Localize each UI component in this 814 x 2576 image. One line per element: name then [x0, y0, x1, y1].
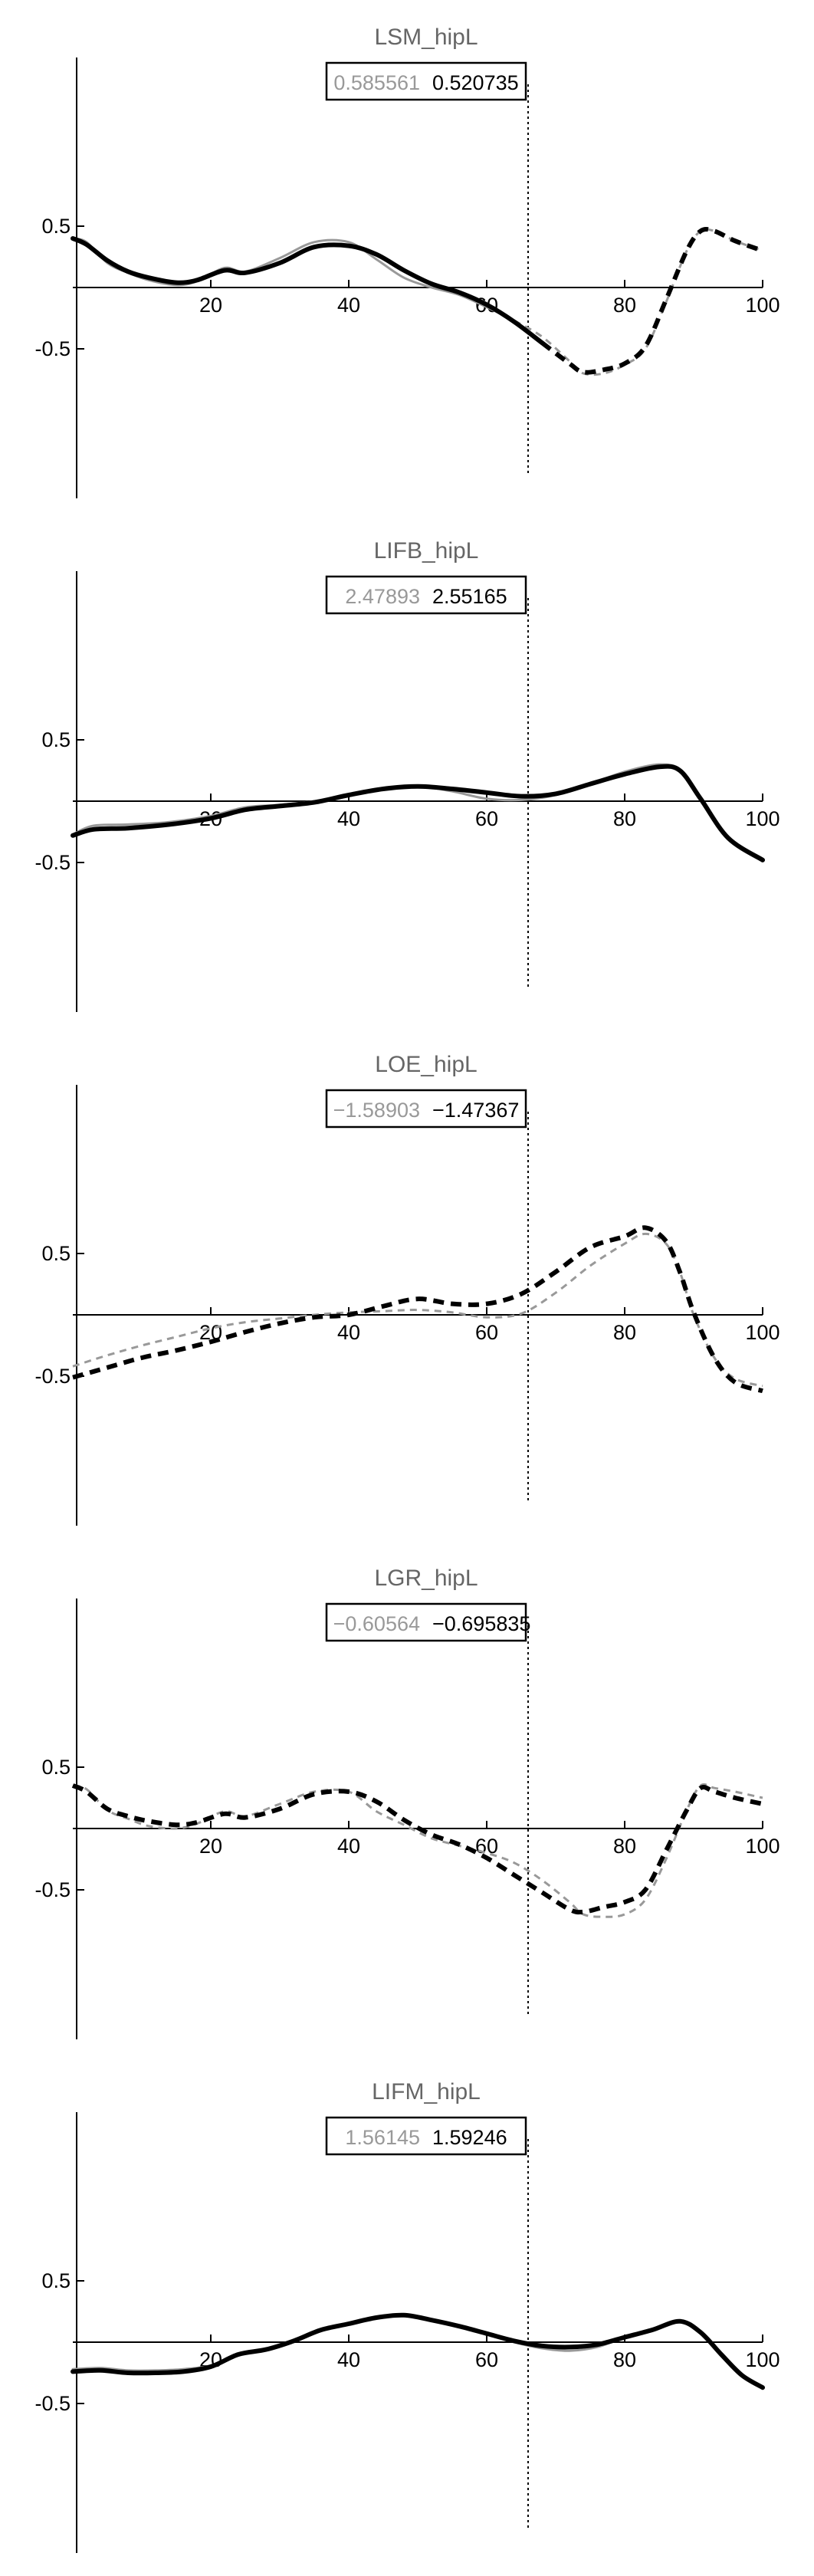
x-tick-label: 100	[745, 807, 780, 830]
series-2-dashed	[72, 1225, 763, 1394]
series-2-dashed	[540, 226, 763, 375]
x-tick-label: 40	[337, 807, 360, 830]
y-tick-label: 0.5	[41, 1756, 71, 1779]
y-tick-label: -0.5	[34, 1365, 71, 1388]
panel-title: LGR_hipL	[374, 1566, 478, 1591]
x-tick-label: 100	[745, 1321, 780, 1344]
value-box	[325, 61, 527, 101]
y-tick-label: 0.5	[41, 2269, 71, 2292]
series-1-dashed	[72, 1783, 763, 1918]
panel-title: LIFM_hipL	[372, 2079, 481, 2104]
x-tick-label: 20	[199, 294, 222, 317]
x-tick-label: 60	[475, 807, 498, 830]
value-reference: 1.56145	[345, 2126, 420, 2149]
value-main: −0.695835	[432, 1612, 530, 1635]
y-tick-label: -0.5	[34, 851, 71, 874]
y-tick-label: 0.5	[41, 215, 71, 238]
x-tick-label: 60	[475, 1835, 498, 1858]
x-tick-label: 80	[613, 1321, 636, 1344]
series-2-solid	[71, 236, 544, 345]
value-main: 2.55165	[432, 585, 507, 608]
value-reference: 0.585561	[333, 71, 420, 94]
x-tick-label: 40	[337, 1835, 360, 1858]
x-tick-label: 100	[745, 2348, 780, 2371]
y-tick-label: -0.5	[34, 2392, 71, 2415]
x-tick-label: 100	[745, 294, 780, 317]
x-tick-label: 60	[475, 2348, 498, 2371]
x-tick-label: 60	[475, 1321, 498, 1344]
value-reference: −0.60564	[333, 1612, 420, 1635]
y-tick-label: 0.5	[41, 728, 71, 751]
panel-title: LOE_hipL	[375, 1052, 477, 1077]
x-tick-label: 40	[337, 1321, 360, 1344]
x-tick-label: 80	[613, 294, 636, 317]
series-1-solid	[71, 237, 516, 322]
y-tick-label: 0.5	[41, 1242, 71, 1265]
x-tick-label: 100	[745, 1835, 780, 1858]
x-tick-label: 80	[613, 807, 636, 830]
x-tick-label: 20	[199, 1835, 222, 1858]
value-box	[325, 2116, 527, 2156]
panel-4: LGR_hipL −0.60564 −0.695835 0.5 -0.5 20 40 60 80…	[34, 1566, 780, 2039]
value-box	[325, 1089, 527, 1129]
x-tick-label: 40	[337, 2348, 360, 2371]
series-2-dashed	[71, 1783, 763, 1915]
y-tick-label: -0.5	[34, 1878, 71, 1901]
series-1-solid	[71, 763, 764, 862]
value-main: 1.59246	[432, 2126, 507, 2149]
value-box	[325, 1602, 527, 1642]
series-2-solid	[71, 764, 765, 863]
series-1-dashed	[72, 1232, 763, 1388]
panel-title: LIFB_hipL	[374, 538, 479, 564]
value-main: −1.47367	[432, 1099, 519, 1122]
value-main: 0.520735	[432, 71, 519, 94]
x-tick-label: 40	[337, 294, 360, 317]
y-tick-label: -0.5	[34, 337, 71, 360]
x-tick-label: 80	[613, 1835, 636, 1858]
value-box	[325, 575, 527, 615]
series-2-solid	[71, 2312, 765, 2390]
x-tick-label: 80	[613, 2348, 636, 2371]
panel-title: LSM_hipL	[374, 25, 478, 50]
value-reference: −1.58903	[333, 1099, 420, 1122]
value-reference: 2.47893	[345, 585, 420, 608]
